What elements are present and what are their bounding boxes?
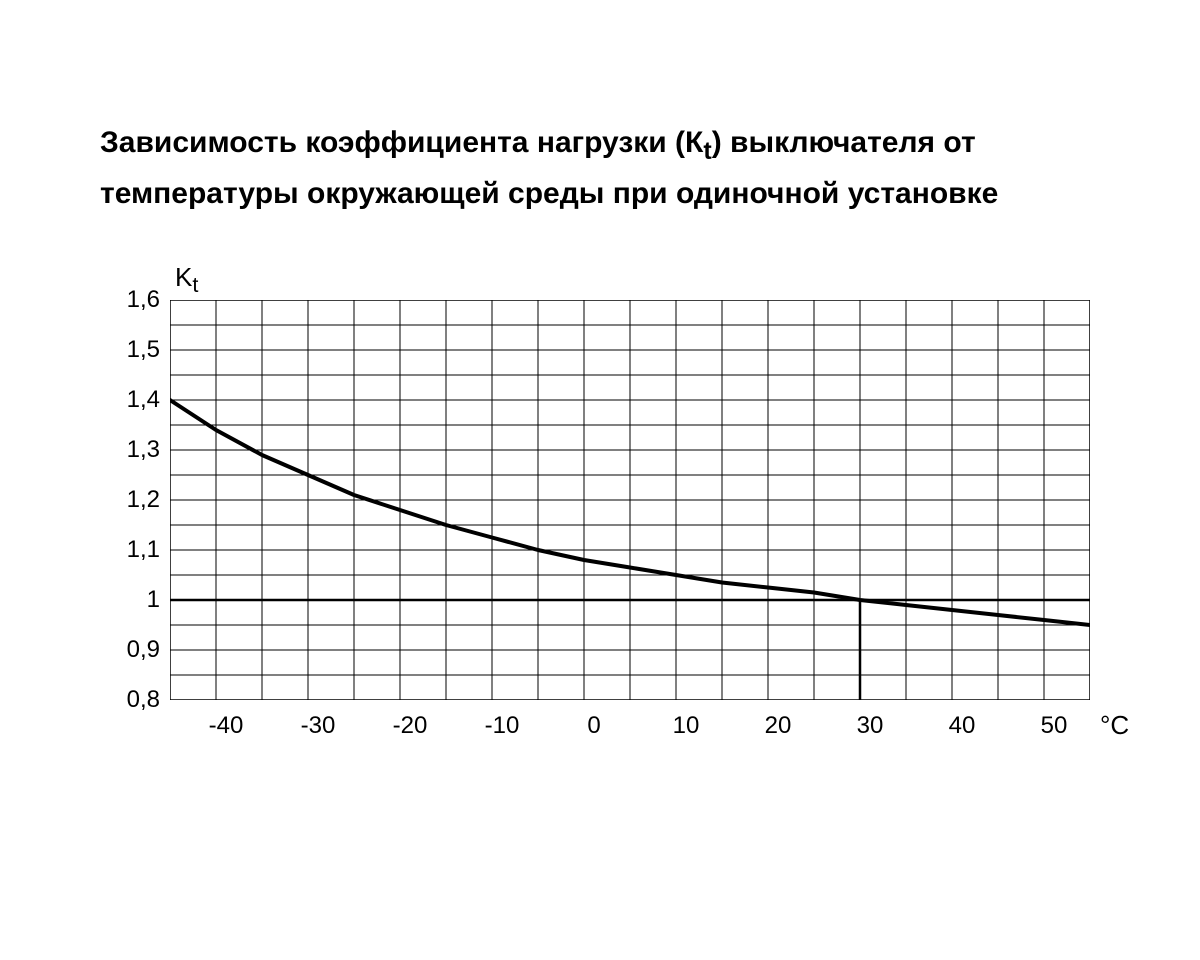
x-tick-label: 10 — [656, 712, 716, 740]
chart-title-sub: t — [703, 137, 711, 165]
y-tick-label: 0,9 — [127, 636, 160, 664]
y-axis-title: Kt — [175, 262, 198, 298]
x-tick-label: 50 — [1024, 712, 1084, 740]
chart-plot — [170, 300, 1090, 700]
x-tick-label: -40 — [196, 712, 256, 740]
y-tick-label: 0,8 — [127, 686, 160, 714]
y-tick-label: 1 — [147, 586, 160, 614]
page: 001.com.ua Зависимость коэффициента нагр… — [0, 0, 1200, 960]
x-axis-unit: °C — [1100, 710, 1129, 741]
x-tick-label: -10 — [472, 712, 532, 740]
chart-title-line2: температуры окружающей среды при одиночн… — [100, 177, 998, 210]
x-tick-label: -20 — [380, 712, 440, 740]
x-tick-label: 0 — [564, 712, 624, 740]
chart-title-line1a: Зависимость коэффициента нагрузки (К — [100, 126, 703, 159]
y-tick-label: 1,3 — [127, 436, 160, 464]
x-tick-label: -30 — [288, 712, 348, 740]
y-tick-label: 1,1 — [127, 536, 160, 564]
chart-title-line1b: ) выключателя от — [712, 126, 976, 159]
chart-title: Зависимость коэффициента нагрузки (Кt) в… — [100, 120, 1080, 217]
x-tick-label: 20 — [748, 712, 808, 740]
y-tick-label: 1,5 — [127, 336, 160, 364]
y-tick-label: 1,4 — [127, 386, 160, 414]
y-tick-label: 1,2 — [127, 486, 160, 514]
y-tick-label: 1,6 — [127, 286, 160, 314]
x-tick-label: 40 — [932, 712, 992, 740]
x-tick-label: 30 — [840, 712, 900, 740]
